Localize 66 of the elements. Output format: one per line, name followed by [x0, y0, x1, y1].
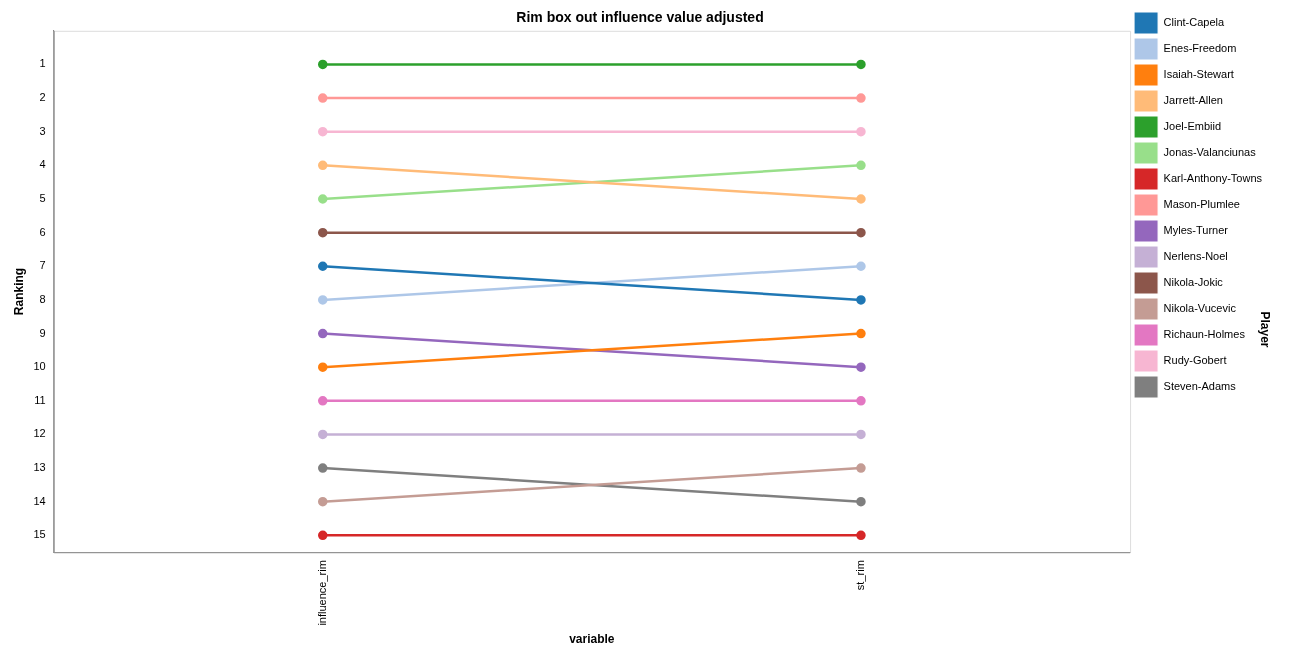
y-axis-title: Ranking: [11, 267, 26, 316]
legend-label: Mason-Plumlee: [1163, 198, 1240, 211]
point: [856, 429, 866, 440]
legend-label: Clint-Capela: [1163, 16, 1225, 29]
point: [856, 396, 866, 406]
legend-label: Myles-Turner: [1163, 224, 1229, 237]
point: [317, 59, 328, 70]
legend-label: Nikola-Jokic: [1163, 276, 1224, 289]
legend-label: Nerlens-Noel: [1163, 250, 1228, 263]
point: [856, 362, 866, 372]
y-tick-label: 3: [39, 124, 46, 137]
y-tick-label: 12: [33, 427, 46, 440]
point: [317, 194, 328, 204]
legend-label: Richaun-Holmes: [1163, 328, 1246, 341]
point: [856, 126, 866, 137]
y-tick-label: 7: [39, 259, 46, 272]
y-tick-label: 15: [33, 528, 46, 541]
point: [856, 496, 866, 507]
legend-label: Karl-Anthony-Towns: [1163, 172, 1263, 185]
point: [856, 328, 866, 339]
y-tick-label: 8: [39, 292, 46, 305]
y-tick-label: 10: [33, 360, 46, 373]
legend-title: Player: [1257, 311, 1272, 348]
point: [317, 396, 328, 406]
y-tick-label: 13: [33, 461, 46, 474]
point: [856, 194, 866, 204]
point: [856, 530, 866, 541]
point: [856, 261, 866, 272]
point: [317, 261, 328, 272]
legend-label: Enes-Freedom: [1163, 42, 1237, 55]
y-tick-label: 2: [39, 91, 46, 104]
y-tick-label: 4: [39, 158, 46, 171]
legend-label: Jonas-Valanciunas: [1163, 146, 1257, 159]
legend-label: Rudy-Gobert: [1163, 354, 1227, 367]
chart-title: Rim box out influence value adjusted: [516, 9, 764, 26]
point: [856, 463, 866, 473]
point: [317, 126, 328, 137]
legend-label: Jarrett-Allen: [1163, 94, 1223, 107]
point: [317, 328, 328, 339]
x-tick-label: st_rim: [853, 560, 866, 591]
point: [856, 93, 866, 103]
point: [317, 530, 328, 541]
point: [856, 59, 866, 70]
point: [317, 496, 328, 507]
y-tick-label: 1: [39, 57, 46, 70]
point: [317, 429, 328, 440]
y-tick-label: 14: [33, 494, 46, 507]
point: [856, 295, 866, 305]
legend-label: Steven-Adams: [1163, 380, 1237, 393]
y-tick-label: 5: [39, 192, 46, 205]
point: [317, 362, 328, 372]
x-tick-label: influence_rim: [315, 560, 328, 626]
legend-label: Isaiah-Stewart: [1163, 68, 1234, 81]
point: [856, 227, 866, 238]
legend-label: Joel-Embiid: [1163, 120, 1222, 133]
y-tick-label: 11: [34, 393, 46, 406]
y-tick-label: 9: [39, 326, 46, 339]
point: [317, 227, 328, 238]
legend-label: Nikola-Vucevic: [1163, 302, 1237, 315]
x-axis-title: variable: [569, 632, 615, 647]
point: [317, 295, 328, 305]
point: [317, 93, 328, 103]
point: [856, 160, 866, 171]
point: [317, 463, 328, 473]
point: [317, 160, 328, 171]
y-tick-label: 6: [39, 225, 46, 238]
